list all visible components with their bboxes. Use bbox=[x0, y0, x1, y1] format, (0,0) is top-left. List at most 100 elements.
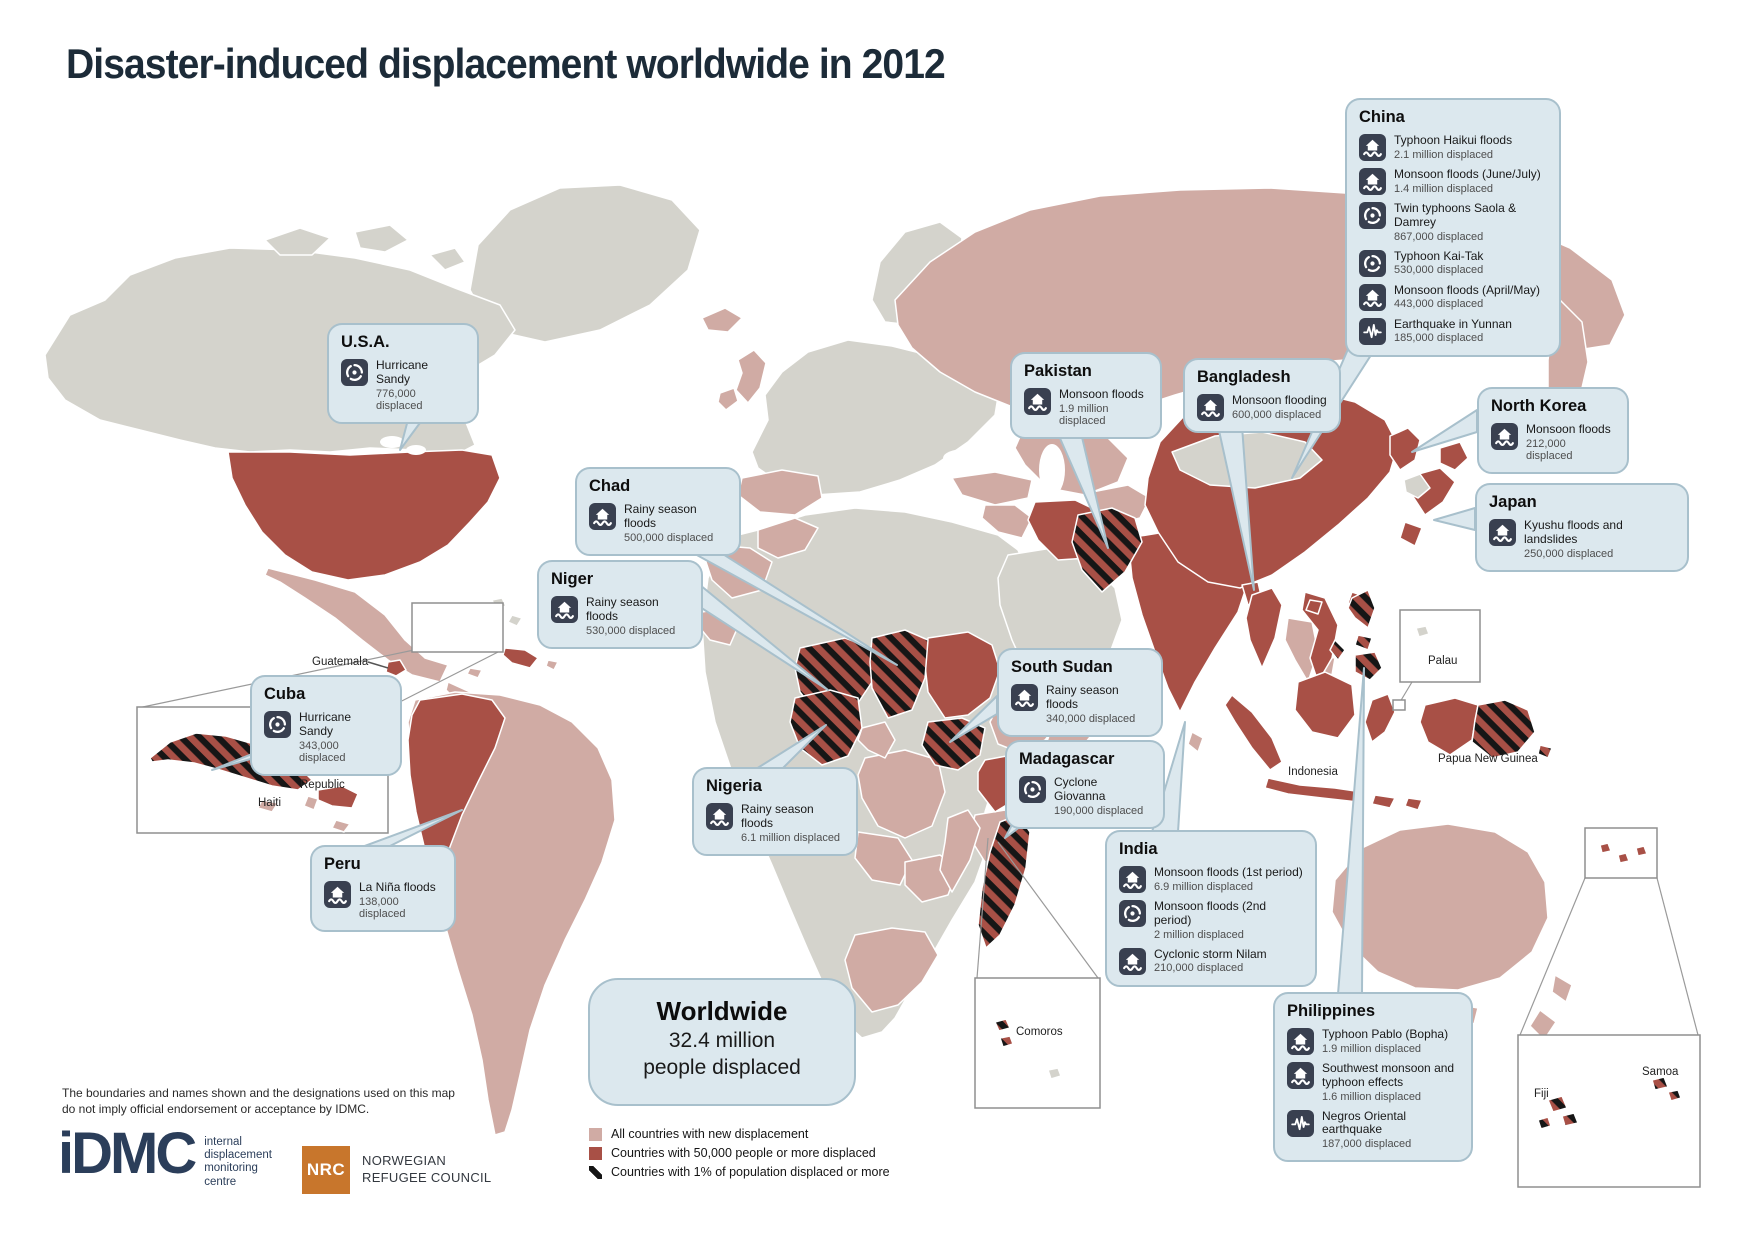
event-count: 776,000 displaced bbox=[376, 387, 423, 412]
idmc-tagline: internal displacement monitoring centre bbox=[204, 1136, 272, 1188]
callout-chad: Chad Rainy season floods 500,000 displaced bbox=[575, 467, 741, 556]
inset-palau bbox=[1399, 609, 1481, 683]
callout-country: North Korea bbox=[1491, 397, 1587, 415]
event-text: Southwest monsoon and typhoon effects 1.6… bbox=[1322, 1061, 1459, 1102]
callout-country: India bbox=[1119, 840, 1158, 858]
event-text: Rainy season floods 6.1 million displaced bbox=[741, 802, 844, 844]
event-title: Earthquake in Yunnan bbox=[1394, 316, 1512, 331]
event-count: 530,000 displaced bbox=[1394, 264, 1484, 277]
map-label: Papua New Guinea bbox=[1438, 753, 1538, 765]
event-row: Monsoon floods (1st period) 6.9 million d… bbox=[1119, 865, 1303, 893]
callout-bangladesh: Bangladesh Monsoon flooding 600,000 displa… bbox=[1183, 358, 1341, 433]
event-text: Monsoon floods 1.9 million displaced bbox=[1059, 387, 1148, 427]
event-count: 340,000 displaced bbox=[1046, 712, 1136, 725]
event-count: 187,000 displaced bbox=[1322, 1138, 1412, 1151]
nrc-logo: NRC NORWEGIAN REFUGEE COUNCIL bbox=[302, 1146, 491, 1194]
flood-icon bbox=[1489, 519, 1516, 546]
map-label: Indonesia bbox=[1288, 766, 1338, 778]
event-count: 2 million displaced bbox=[1154, 928, 1244, 941]
event-row: La Niña floods 138,000 displaced bbox=[324, 880, 442, 920]
map-label: Samoa bbox=[1642, 1066, 1679, 1078]
callout-north-korea: North Korea Monsoon floods 212,000 displac… bbox=[1477, 387, 1629, 474]
flood-icon bbox=[551, 596, 578, 623]
flood-icon bbox=[1024, 388, 1051, 415]
idmc-wordmark: iDMC bbox=[58, 1121, 197, 1186]
event-text: Rainy season floods 530,000 displaced bbox=[586, 595, 689, 636]
event-text: Typhoon Pablo (Bopha) 1.9 million displac… bbox=[1322, 1027, 1449, 1055]
legend-label: All countries with new displacement bbox=[611, 1127, 809, 1141]
idmc-logo: iDMC internal displacement monitoring ce… bbox=[58, 1121, 272, 1189]
event-title: Twin typhoons Saola & Damrey bbox=[1394, 201, 1517, 229]
callout-country: Niger bbox=[551, 570, 594, 588]
event-row: Cyclone Giovanna 190,000 displaced bbox=[1019, 775, 1151, 817]
event-count: 2.1 million displaced bbox=[1394, 148, 1494, 161]
quake-icon bbox=[1359, 317, 1386, 345]
event-title: Typhoon Kai-Tak bbox=[1394, 248, 1484, 263]
event-title: Cyclone Giovanna bbox=[1054, 775, 1106, 803]
legend-swatch-pink-icon bbox=[589, 1127, 602, 1141]
callout-country: U.S.A. bbox=[341, 333, 390, 351]
event-count: 6.9 million displaced bbox=[1154, 880, 1254, 893]
event-text: Kyushu floods and landslides 250,000 disp… bbox=[1524, 518, 1675, 560]
country-mexico bbox=[264, 567, 449, 683]
worldwide-title: Worldwide bbox=[656, 996, 788, 1026]
legend: All countries with new displacement Count… bbox=[589, 1122, 890, 1179]
flood-icon bbox=[1359, 283, 1386, 311]
event-text: Monsoon floods (April/May) 443,000 displa… bbox=[1394, 282, 1541, 311]
callout-niger: Niger Rainy season floods 530,000 displace… bbox=[537, 560, 703, 649]
event-count: 343,000 displaced bbox=[299, 739, 346, 764]
event-count: 185,000 displaced bbox=[1394, 332, 1484, 345]
flood-icon bbox=[1359, 168, 1386, 195]
country-nigeria bbox=[789, 689, 863, 766]
event-title: Hurricane Sandy bbox=[376, 358, 429, 386]
event-text: Rainy season floods 500,000 displaced bbox=[624, 502, 727, 544]
callout-country: Cuba bbox=[264, 685, 306, 703]
event-row: Monsoon floods 1.9 million displaced bbox=[1024, 387, 1148, 427]
event-text: Monsoon floods (June/July) 1.4 million di… bbox=[1394, 167, 1541, 195]
flood-icon bbox=[706, 803, 733, 830]
callout-philippines: Philippines Typhoon Pablo (Bopha) 1.9 mill… bbox=[1273, 992, 1473, 1163]
worldwide-summary: Worldwide 32.4 million people displaced bbox=[588, 978, 856, 1106]
worldwide-value: 32.4 million bbox=[668, 1029, 776, 1052]
event-text: Cyclone Giovanna 190,000 displaced bbox=[1054, 775, 1151, 816]
event-row: Typhoon Pablo (Bopha) 1.9 million displac… bbox=[1287, 1027, 1459, 1055]
worldwide-unit: people displaced bbox=[643, 1056, 801, 1080]
event-title: Typhoon Pablo (Bopha) bbox=[1322, 1027, 1449, 1041]
event-count: 6.1 million displaced bbox=[741, 831, 841, 844]
callout-peru: Peru La Niña floods 138,000 displaced bbox=[310, 845, 456, 932]
legend-label: Countries with 50,000 people or more dis… bbox=[611, 1146, 876, 1160]
event-row: Hurricane Sandy 343,000 displaced bbox=[264, 710, 388, 764]
event-title: Monsoon floods bbox=[1059, 387, 1144, 401]
country-japan bbox=[1439, 441, 1469, 471]
inset-fiji-samoa bbox=[1517, 1034, 1701, 1188]
event-count: 210,000 displaced bbox=[1154, 962, 1244, 975]
event-count: 500,000 displaced bbox=[624, 531, 714, 544]
event-title: Monsoon floods bbox=[1526, 422, 1611, 436]
event-text: Monsoon floods (2nd period) 2 million dis… bbox=[1154, 899, 1303, 941]
event-row: Rainy season floods 340,000 displaced bbox=[1011, 683, 1149, 725]
event-row: Monsoon floods (June/July) 1.4 million di… bbox=[1359, 167, 1547, 195]
event-row: Monsoon floods (April/May) 443,000 displa… bbox=[1359, 282, 1547, 311]
flood-icon bbox=[1359, 134, 1386, 161]
callout-cuba: Cuba Hurricane Sandy 343,000 displaced bbox=[250, 675, 402, 776]
event-text: Typhoon Haikui floods 2.1 million displac… bbox=[1394, 133, 1512, 161]
event-count: 600,000 displaced bbox=[1232, 408, 1322, 421]
event-title: Monsoon floods (1st period) bbox=[1154, 865, 1303, 879]
cyclone-icon bbox=[1359, 202, 1386, 229]
callout-usa: U.S.A. Hurricane Sandy 776,000 displaced bbox=[327, 323, 479, 424]
event-count: 250,000 displaced bbox=[1524, 547, 1614, 560]
country-pakistan bbox=[1071, 507, 1143, 593]
flood-icon bbox=[1491, 423, 1518, 450]
flood-icon bbox=[1287, 1062, 1314, 1089]
event-title: Monsoon floods (April/May) bbox=[1394, 282, 1541, 297]
event-title: Monsoon flooding bbox=[1232, 393, 1327, 407]
map-label: Palau bbox=[1428, 655, 1458, 667]
callout-country: Philippines bbox=[1287, 1002, 1376, 1020]
event-text: Hurricane Sandy 776,000 displaced bbox=[376, 358, 465, 412]
event-row: Rainy season floods 6.1 million displaced bbox=[706, 802, 844, 844]
map-label: Fiji bbox=[1534, 1088, 1549, 1100]
callout-country: South Sudan bbox=[1011, 658, 1113, 676]
event-text: Earthquake in Yunnan 185,000 displaced bbox=[1394, 316, 1512, 345]
event-row: Southwest monsoon and typhoon effects 1.6… bbox=[1287, 1061, 1459, 1103]
